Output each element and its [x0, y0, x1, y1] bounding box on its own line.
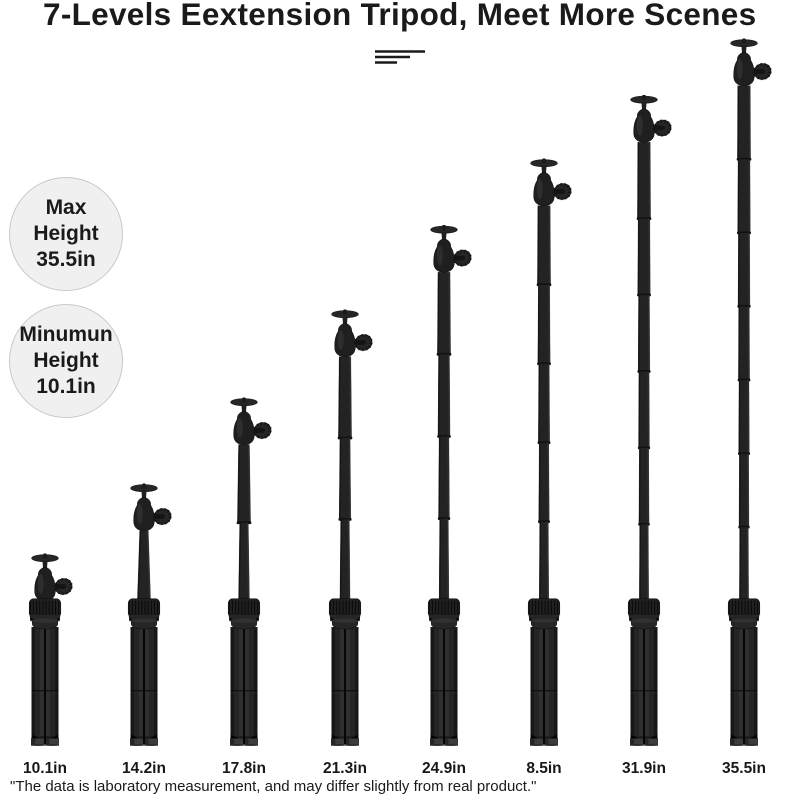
svg-text:31.9in: 31.9in	[622, 760, 666, 777]
svg-text:24.9in: 24.9in	[422, 760, 466, 777]
svg-text:10.1in: 10.1in	[23, 760, 67, 777]
svg-text:21.3in: 21.3in	[323, 760, 367, 777]
svg-text:8.5in: 8.5in	[526, 760, 561, 777]
svg-text:35.5in: 35.5in	[722, 760, 766, 777]
svg-text:17.8in: 17.8in	[222, 760, 266, 777]
svg-text:14.2in: 14.2in	[122, 760, 166, 777]
